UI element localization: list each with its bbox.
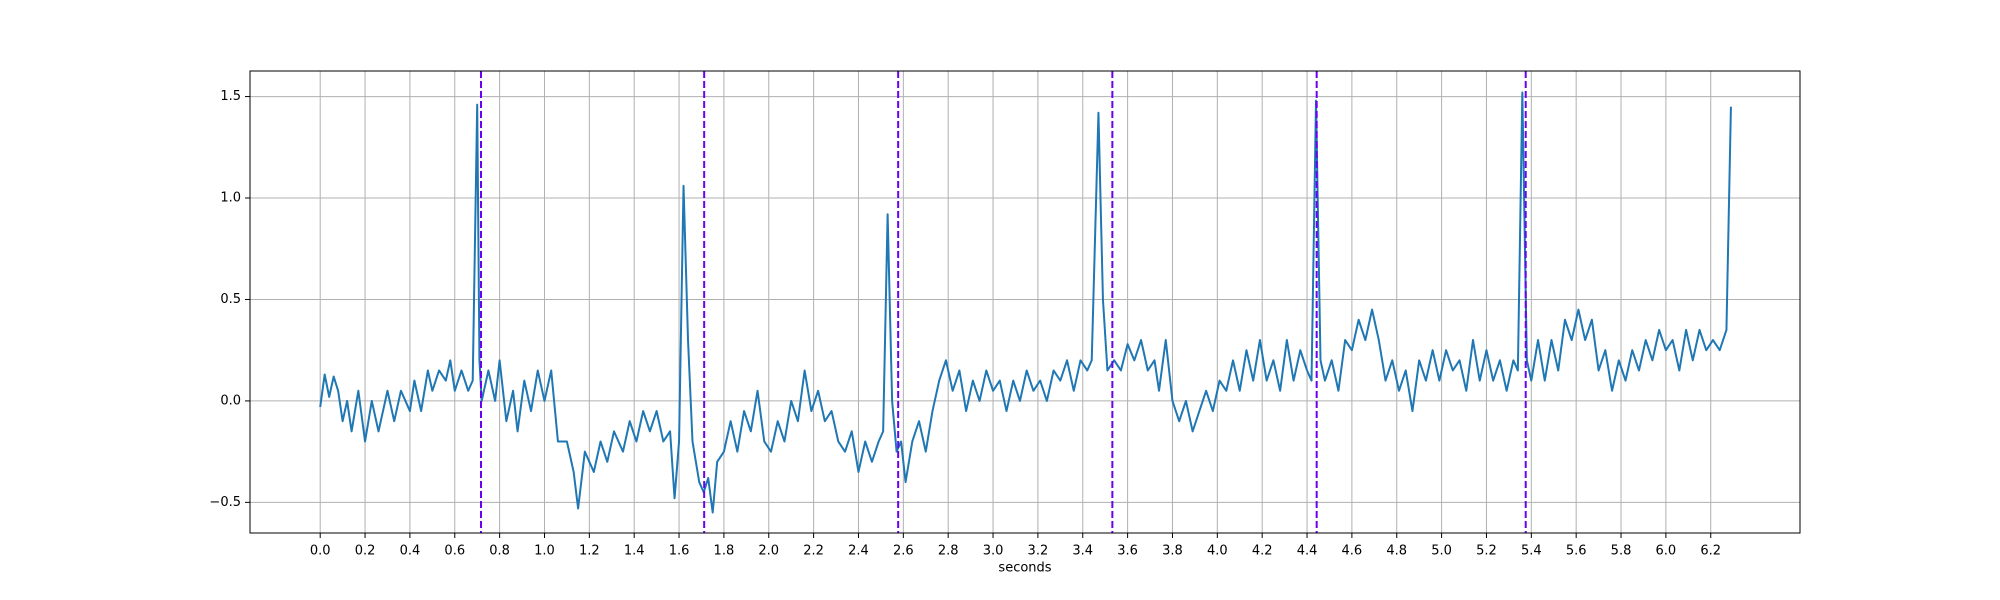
x-tick-label: 3.8 <box>1162 544 1183 559</box>
x-tick-label: 5.2 <box>1476 544 1497 559</box>
x-tick-label: 2.2 <box>803 544 824 559</box>
y-tick-label: 0.5 <box>220 292 241 307</box>
x-tick-label: 1.8 <box>714 544 735 559</box>
x-tick-label: 5.4 <box>1521 544 1542 559</box>
x-tick-label: 4.6 <box>1342 544 1363 559</box>
y-tick-label: 1.5 <box>220 89 241 104</box>
x-tick-label: 4.8 <box>1386 544 1407 559</box>
x-tick-label: 5.6 <box>1566 544 1587 559</box>
x-tick-label: 4.2 <box>1252 544 1273 559</box>
x-tick-label: 3.4 <box>1072 544 1093 559</box>
x-tick-label: 1.6 <box>669 544 690 559</box>
x-tick-label: 3.0 <box>983 544 1004 559</box>
x-tick-label: 1.0 <box>534 544 555 559</box>
x-tick-label: 1.2 <box>579 544 600 559</box>
x-tick-label: 6.0 <box>1656 544 1677 559</box>
x-tick-label: 2.8 <box>938 544 959 559</box>
x-tick-label: 0.8 <box>489 544 510 559</box>
x-tick-label: 3.2 <box>1028 544 1049 559</box>
signal-line <box>319 91 1732 514</box>
x-tick-label: 3.6 <box>1117 544 1138 559</box>
x-tick-label: 2.0 <box>758 544 779 559</box>
x-tick-label: 2.6 <box>893 544 914 559</box>
x-tick-label: 4.4 <box>1297 544 1318 559</box>
x-tick-label: 1.4 <box>624 544 645 559</box>
x-tick-label: 6.2 <box>1700 544 1721 559</box>
y-tick-label: −0.5 <box>209 495 241 510</box>
x-axis-label: seconds <box>998 561 1051 576</box>
x-tick-label: 0.4 <box>400 544 421 559</box>
y-tick-label: 1.0 <box>220 191 241 206</box>
x-tick-label: 0.0 <box>310 544 331 559</box>
y-tick-label: 0.0 <box>220 393 241 408</box>
x-tick-label: 0.6 <box>444 544 465 559</box>
x-tick-label: 4.0 <box>1207 544 1228 559</box>
x-tick-label: 5.0 <box>1431 544 1452 559</box>
x-tick-label: 2.4 <box>848 544 869 559</box>
x-tick-label: 5.8 <box>1611 544 1632 559</box>
axes-frame <box>249 70 1801 534</box>
x-tick-label: 0.2 <box>355 544 376 559</box>
